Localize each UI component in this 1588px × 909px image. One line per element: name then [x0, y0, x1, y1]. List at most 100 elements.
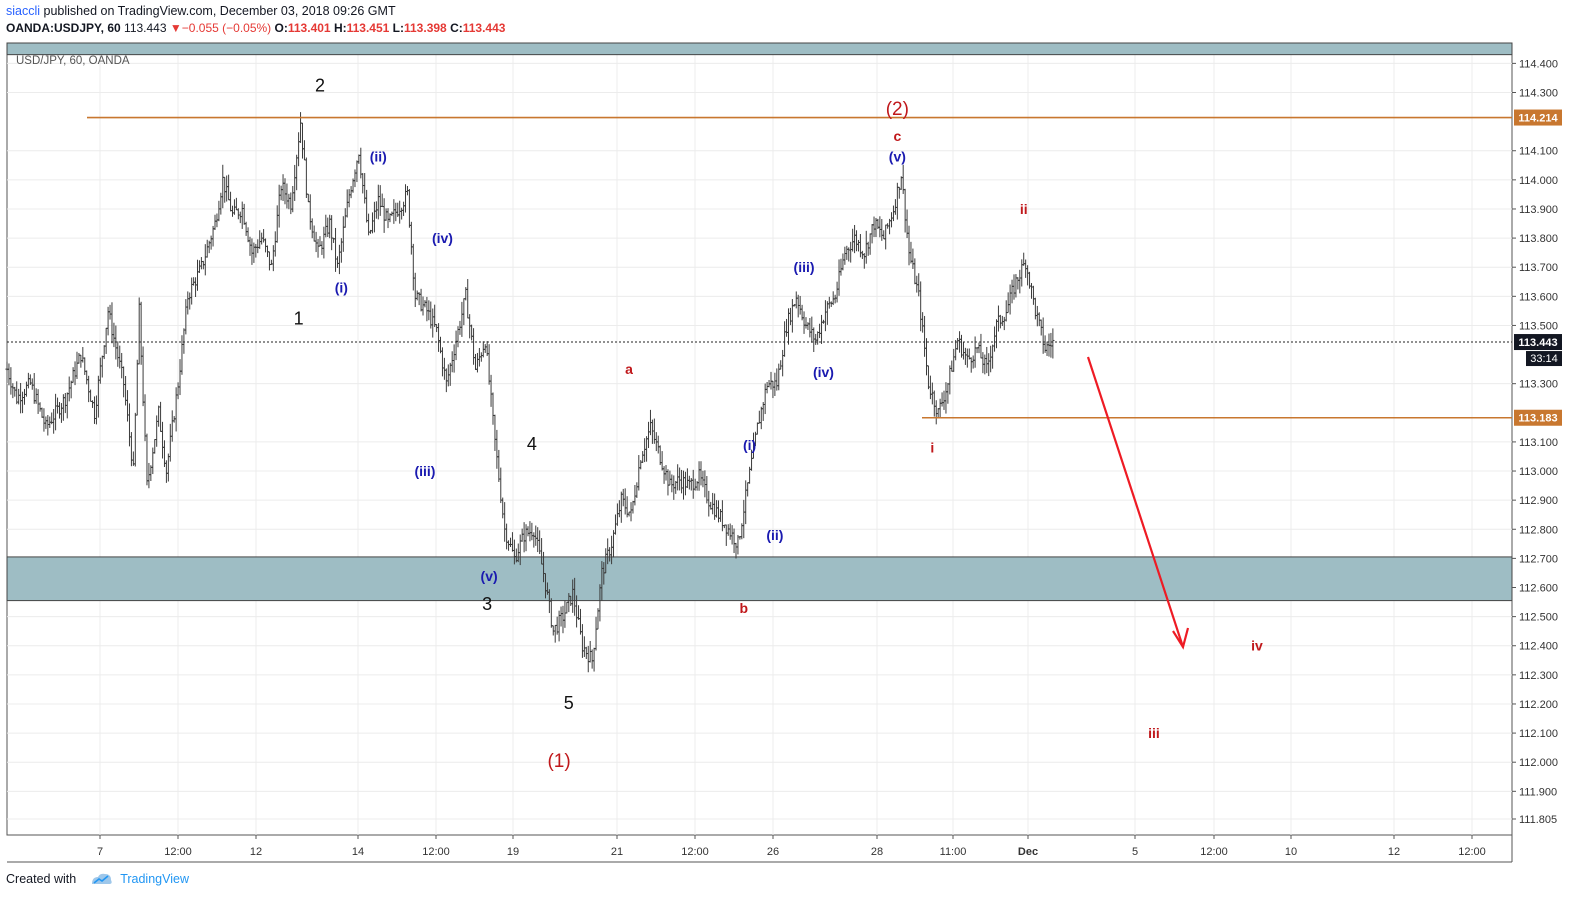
- wave-label: 4: [527, 434, 537, 454]
- price-tick-label: 111.900: [1519, 786, 1557, 798]
- low-value: 113.398: [404, 21, 447, 35]
- close-label: C:: [450, 21, 463, 35]
- time-tick-label: 10: [1285, 846, 1297, 858]
- price-tick-label: 112.400: [1519, 641, 1558, 653]
- projection-arrow: [1086, 356, 1185, 648]
- time-tick-label: 12:00: [422, 846, 450, 858]
- zones: [6, 42, 1513, 602]
- time-tick-label: 12:00: [1458, 846, 1486, 858]
- time-tick-label: 5: [1132, 846, 1138, 858]
- price-tick-label: 113.100: [1519, 437, 1558, 449]
- time-tick-label: 12:00: [681, 846, 709, 858]
- wave-label: ii: [1020, 201, 1028, 217]
- price-tick-label: 112.100: [1519, 728, 1558, 740]
- countdown-label: 33:14: [1530, 353, 1558, 365]
- last-price: 113.443: [124, 21, 167, 35]
- top-zone: [6, 42, 1513, 56]
- price-tick-label: 111.805: [1519, 814, 1557, 826]
- wave-label: (iii): [414, 463, 435, 479]
- wave-label: b: [739, 600, 748, 616]
- wave-label: (iv): [813, 364, 834, 380]
- down-arrow-icon: ▼: [169, 21, 182, 35]
- tradingview-link[interactable]: TradingView: [82, 872, 189, 886]
- price-tick-label: 112.800: [1519, 524, 1558, 536]
- demand-zone: [6, 556, 1513, 602]
- candles: [5, 112, 1055, 673]
- price-tick-label: 113.700: [1519, 262, 1558, 274]
- price-tag-label: 113.443: [1518, 337, 1557, 349]
- price-tick-label: 112.000: [1519, 757, 1558, 769]
- axes: 114.400 114.300 114.100 114.000 113.900 113.8…: [97, 58, 1562, 858]
- wave-label: (i): [743, 437, 756, 453]
- price-tick-label: 112.600: [1519, 583, 1558, 595]
- time-tick-label: 7: [97, 846, 103, 858]
- wave-label: (i): [335, 280, 348, 296]
- wave-label: iv: [1251, 638, 1263, 654]
- countdown-bg: [1526, 351, 1562, 367]
- price-tick-label: 112.700: [1519, 553, 1558, 565]
- time-tick-label: 11:00: [940, 846, 967, 858]
- price-tick-label: 113.800: [1519, 233, 1558, 245]
- wave-label: (2): [886, 99, 909, 120]
- symbol-info: OANDA:USDJPY, 60 113.443 ▼−0.055 (−0.05%…: [6, 21, 505, 35]
- wave-label: (ii): [766, 527, 783, 543]
- price-tick-label: 113.600: [1519, 291, 1558, 303]
- low-label: L:: [392, 21, 404, 35]
- price-tag-label: 113.183: [1518, 413, 1557, 425]
- time-tick-label: 12: [250, 846, 262, 858]
- time-tick-label: 12: [1388, 846, 1400, 858]
- created-with-text: Created with: [6, 872, 77, 886]
- chart-grid: [6, 42, 1513, 863]
- projection-arrowhead: [1172, 627, 1190, 650]
- tradingview-logo-icon: [92, 873, 112, 884]
- wave-labels: 2 1 4 3 5 (1) (2) c (v) (ii) (i) (iv) (iii) (v) a b (i) (…: [294, 76, 1263, 773]
- price-tick-label: 114.000: [1519, 175, 1558, 187]
- time-tick-label: 12:00: [164, 846, 192, 858]
- plot-frame: [6, 42, 1513, 836]
- wave-label: a: [625, 361, 633, 377]
- time-tick-label: 21: [611, 846, 623, 858]
- level-lines: [7, 116, 1512, 650]
- price-tick-label: 113.000: [1519, 466, 1558, 478]
- price-tag-label: 114.214: [1518, 113, 1558, 125]
- price-tick-label: 114.400: [1519, 58, 1558, 70]
- price-tag-bg: [1514, 409, 1562, 426]
- price-tick-label: 114.100: [1519, 146, 1558, 158]
- wave-label: iii: [1148, 725, 1160, 741]
- time-tick-label: 14: [352, 846, 364, 858]
- change-value: −0.055 (−0.05%): [181, 21, 272, 35]
- high-value: 113.451: [346, 21, 390, 35]
- time-tick-label: 12:00: [1200, 846, 1228, 858]
- wave-label: (v): [889, 149, 906, 165]
- wave-label: c: [893, 128, 901, 144]
- wave-label: (v): [481, 568, 498, 584]
- price-tick-label: 112.500: [1519, 612, 1558, 624]
- price-tag-bg: [1514, 109, 1562, 126]
- wave-label: 1: [294, 309, 304, 329]
- symbol-watermark: USD/JPY, 60, OANDA: [16, 55, 130, 67]
- wave-label: (1): [547, 751, 570, 772]
- time-tick-label: 26: [767, 846, 779, 858]
- open-label: O:: [274, 21, 288, 35]
- publish-info: siaccli published on TradingView.com, De…: [6, 4, 396, 18]
- wave-label: (iv): [432, 230, 453, 246]
- time-tick-label: 28: [871, 846, 883, 858]
- wave-label: i: [930, 440, 934, 456]
- price-tick-label: 112.200: [1519, 699, 1558, 711]
- brand-name: TradingView: [120, 872, 189, 886]
- author-link[interactable]: siaccli: [6, 4, 41, 18]
- price-tick-label: 112.300: [1519, 670, 1558, 682]
- footer: Created with TradingView: [6, 872, 189, 886]
- price-tick-label: 113.300: [1519, 379, 1558, 391]
- high-label: H:: [333, 21, 347, 35]
- time-tick-label: 19: [507, 846, 519, 858]
- wave-label: (ii): [370, 149, 387, 165]
- price-tick-label: 112.900: [1519, 495, 1558, 507]
- price-tick-label: 113.500: [1519, 320, 1558, 332]
- wave-label: 3: [482, 594, 492, 614]
- symbol-name: OANDA:USDJPY, 60: [6, 21, 121, 35]
- wave-label: 2: [315, 76, 325, 96]
- wave-label: 5: [564, 693, 574, 713]
- price-tick-label: 113.900: [1519, 204, 1558, 216]
